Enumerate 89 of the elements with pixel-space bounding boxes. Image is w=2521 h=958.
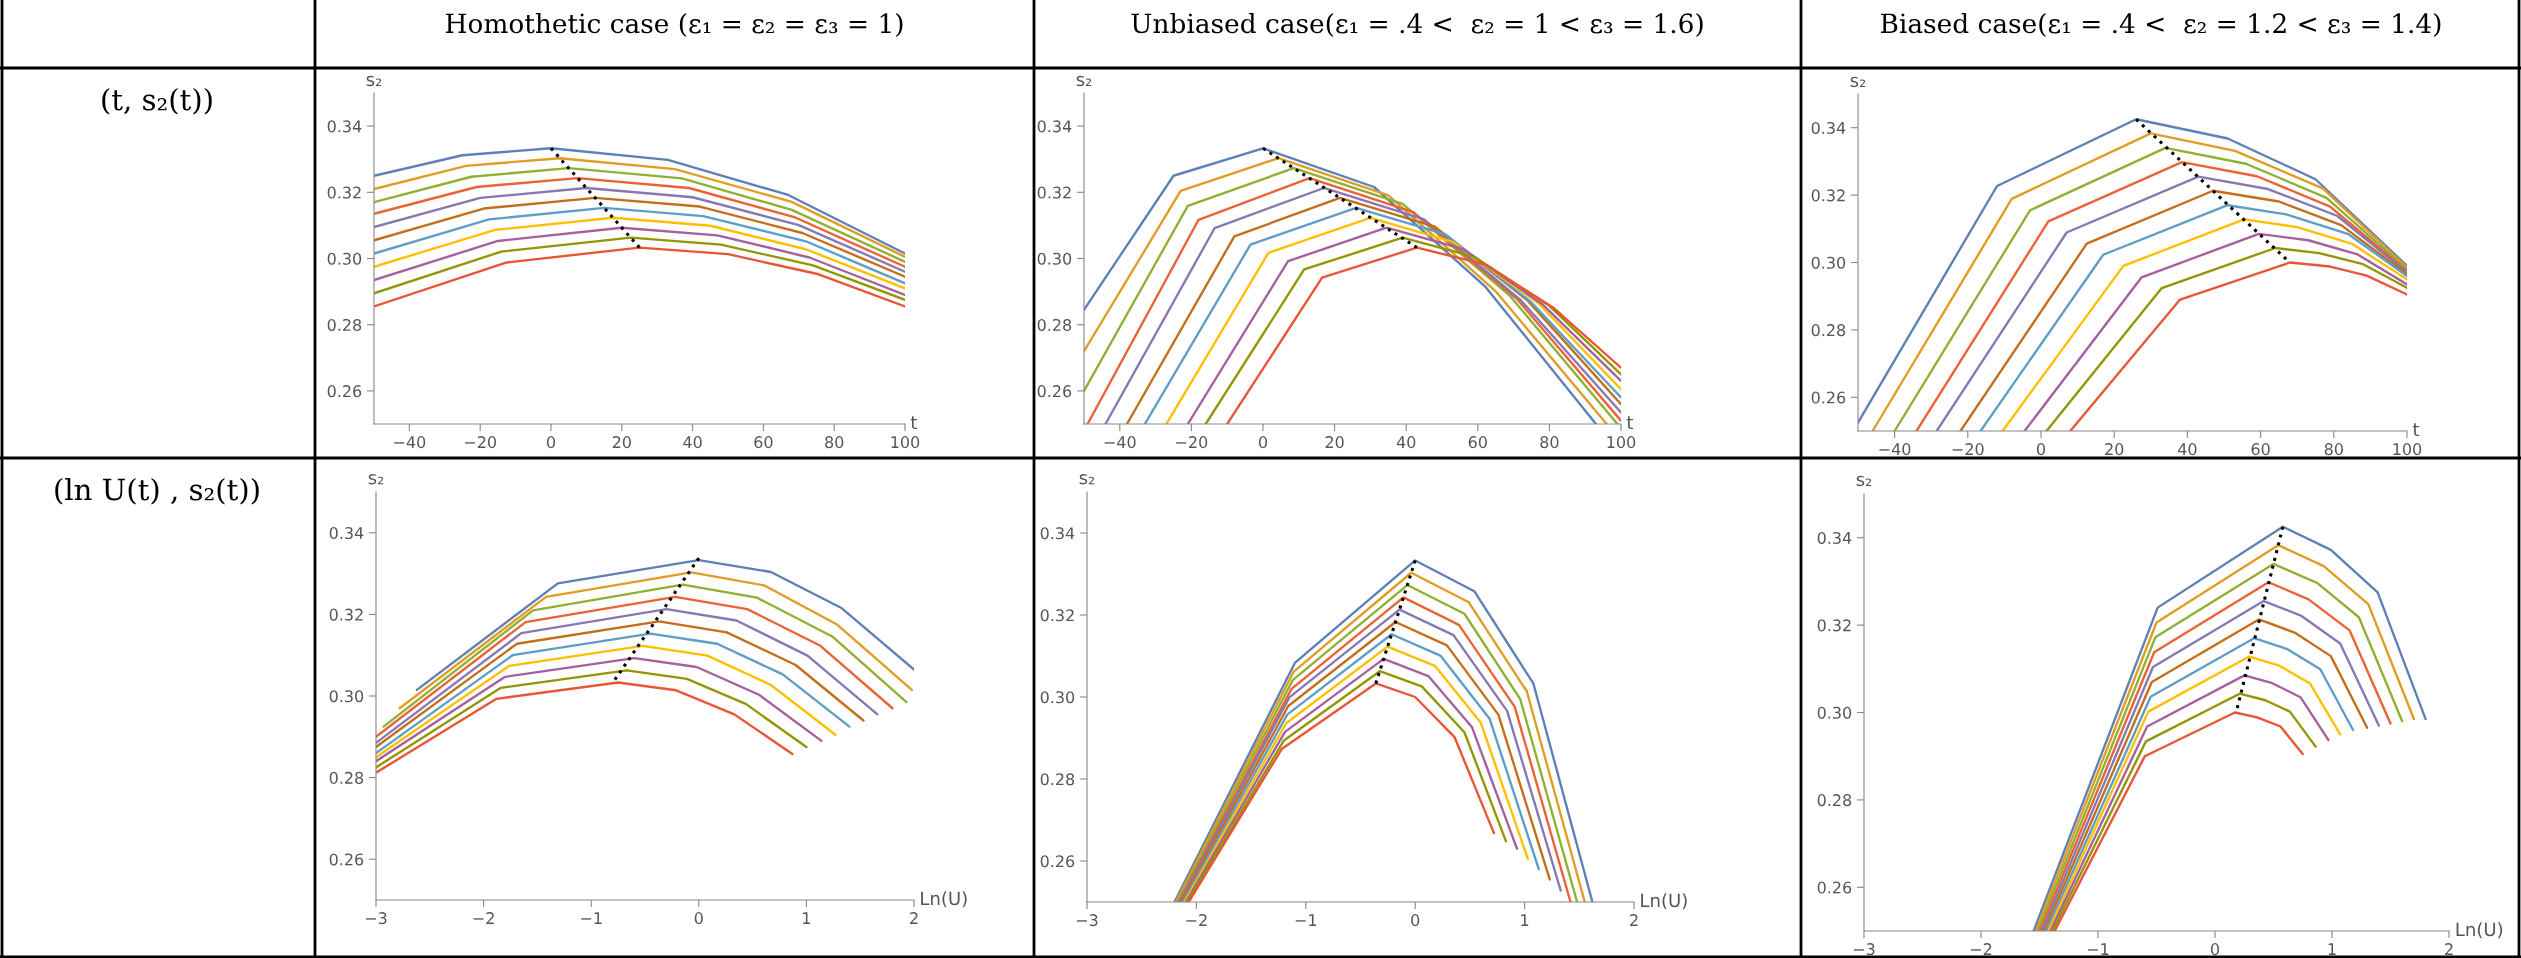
x-tick-label: 60	[1468, 436, 1487, 449]
y-tick-label: 0.30	[1040, 691, 1075, 704]
x-tick-label: −40	[1879, 443, 1911, 456]
y-tick-label: 0.34	[1817, 531, 1852, 544]
x-axis-title: t	[910, 416, 917, 429]
x-tick-label: 80	[1540, 436, 1559, 449]
x-tick-label: −2	[473, 912, 494, 924]
chart-title: Homothetic case (ε₁ = ε₂ = ε₃ = 1)	[445, 12, 903, 38]
chart-title: Unbiased case(ε₁ = .4 < ε₂ = 1 < ε₃ = 1.6)	[1131, 12, 1703, 38]
x-tick-label: 100	[2393, 443, 2422, 456]
x-tick-label: −3	[365, 912, 387, 925]
x-tick-label: −20	[1176, 436, 1208, 449]
y-tick-label: 0.28	[329, 771, 364, 784]
y-axis-title: s₂	[1076, 75, 1092, 87]
y-tick-label: 0.32	[1817, 619, 1851, 632]
x-tick-label: 80	[2324, 443, 2343, 456]
x-tick-label: 20	[612, 436, 631, 449]
x-tick-label: 100	[1607, 436, 1636, 449]
x-tick-label: −1	[1295, 914, 1317, 926]
y-tick-label: 0.32	[329, 608, 363, 621]
y-axis-title: s₂	[1850, 76, 1866, 88]
x-tick-label: 0	[1411, 914, 1420, 927]
x-tick-label: 100	[891, 436, 920, 449]
x-tick-label: −1	[581, 912, 602, 924]
x-tick-label: −3	[1076, 914, 1098, 927]
y-tick-label: 0.26	[327, 385, 362, 398]
y-tick-label: 0.32	[1040, 609, 1074, 622]
y-tick-label: 0.28	[1040, 773, 1075, 786]
x-tick-label: 1	[1521, 914, 1529, 926]
x-tick-label: −3	[1853, 943, 1875, 956]
x-axis-title: t	[2412, 423, 2420, 436]
y-tick-label: 0.34	[327, 120, 362, 133]
y-axis-title: s₂	[1079, 474, 1095, 485]
x-tick-label: 2	[2445, 943, 2453, 955]
y-tick-label: 0.26	[1040, 855, 1075, 868]
x-axis-title: Ln(U)	[1641, 893, 1687, 910]
x-tick-label: 20	[2105, 443, 2124, 456]
x-tick-label: −20	[1952, 443, 1984, 456]
y-tick-label: 0.28	[1817, 794, 1852, 807]
x-tick-label: 0	[2210, 943, 2220, 956]
x-axis-title: t	[1626, 416, 1634, 429]
x-tick-label: 1	[803, 912, 811, 924]
y-tick-label: 0.32	[1037, 186, 1071, 199]
x-tick-label: 40	[1396, 436, 1416, 449]
y-axis-title: s₂	[368, 474, 384, 485]
y-tick-label: 0.28	[1811, 324, 1846, 337]
x-tick-label: 0	[546, 436, 556, 449]
x-axis-title: Ln(U)	[921, 891, 967, 908]
y-tick-label: 0.34	[329, 527, 364, 540]
x-tick-label: −1	[2087, 943, 2109, 955]
y-tick-label: 0.26	[1817, 881, 1852, 894]
x-tick-label: 40	[683, 436, 702, 449]
y-tick-label: 0.34	[1811, 121, 1846, 134]
x-tick-label: 20	[1325, 436, 1344, 449]
y-tick-label: 0.32	[1811, 189, 1845, 202]
x-tick-label: 0	[1258, 436, 1268, 449]
x-tick-label: −20	[465, 436, 496, 449]
x-tick-label: 1	[2328, 943, 2336, 955]
y-tick-label: 0.34	[1040, 527, 1075, 540]
x-tick-label: 80	[825, 436, 844, 449]
x-tick-label: −40	[1104, 436, 1136, 449]
y-tick-label: 0.26	[1037, 385, 1072, 398]
y-axis-title: s₂	[366, 75, 382, 87]
x-tick-label: −2	[1186, 914, 1207, 926]
y-tick-label: 0.32	[327, 186, 361, 199]
x-tick-label: 2	[1630, 914, 1638, 926]
x-tick-label: −40	[394, 436, 426, 449]
x-tick-label: −2	[1970, 943, 1992, 955]
x-axis-title: Ln(U)	[2456, 922, 2503, 939]
y-tick-label: 0.26	[329, 853, 364, 866]
y-axis-title: s₂	[1856, 475, 1872, 487]
y-tick-label: 0.26	[1811, 391, 1846, 404]
x-tick-label: 60	[754, 436, 773, 449]
y-tick-label: 0.34	[1037, 120, 1072, 133]
y-tick-label: 0.30	[327, 252, 362, 265]
chart-title: Biased case(ε₁ = .4 < ε₂ = 1.2 < ε₃ = 1.4)	[1880, 12, 2441, 38]
text: (t, s₂(t))	[102, 87, 212, 115]
y-tick-label: 0.28	[1037, 318, 1072, 331]
text: (ln U(t) , s₂(t))	[55, 477, 259, 505]
x-tick-label: 2	[910, 912, 918, 924]
y-tick-label: 0.30	[1037, 252, 1072, 265]
x-tick-label: 60	[2251, 443, 2270, 456]
x-tick-label: 0	[2036, 443, 2046, 456]
y-tick-label: 0.30	[329, 690, 364, 703]
x-tick-label: 0	[694, 912, 703, 925]
y-tick-label: 0.28	[327, 318, 362, 331]
y-tick-label: 0.30	[1817, 706, 1852, 719]
x-tick-label: 40	[2178, 443, 2197, 456]
y-tick-label: 0.30	[1811, 256, 1846, 269]
